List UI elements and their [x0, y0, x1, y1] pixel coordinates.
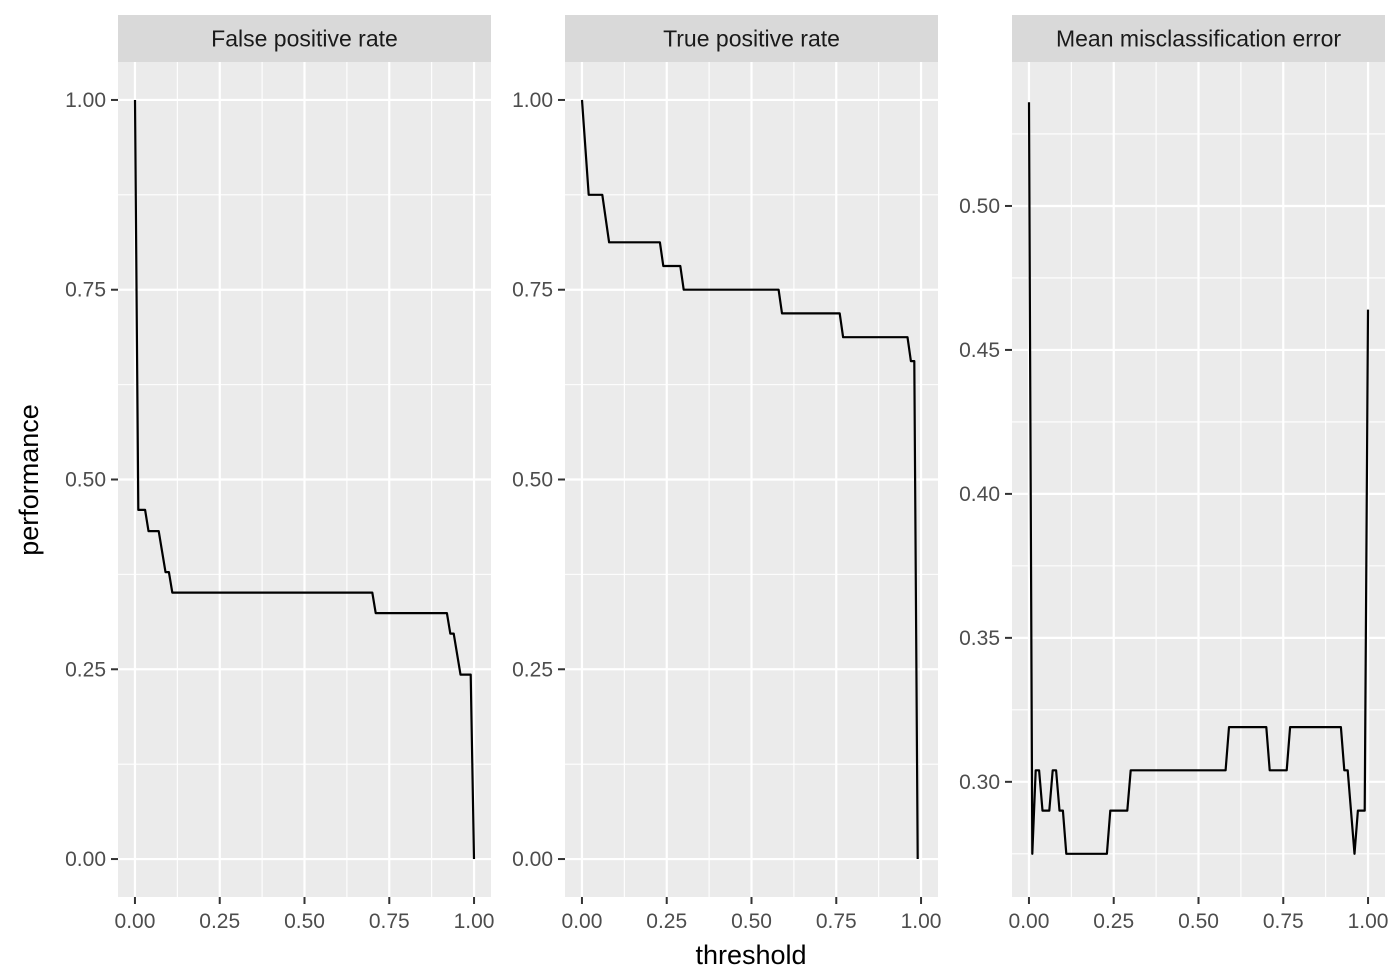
x-tick-label: 0.75 — [369, 910, 410, 933]
facet-strip — [1012, 15, 1385, 62]
y-tick-label: 0.45 — [959, 339, 1000, 362]
y-tick-label: 1.00 — [65, 89, 106, 112]
x-tick-label: 0.00 — [562, 910, 603, 933]
x-tick-label: 0.75 — [1263, 910, 1304, 933]
y-tick-label: 0.25 — [512, 658, 553, 681]
x-tick-label: 0.25 — [199, 910, 240, 933]
x-tick-label: 0.25 — [646, 910, 687, 933]
y-tick-label: 0.30 — [959, 771, 1000, 794]
y-tick-label: 0.00 — [65, 848, 106, 871]
facet-panel: Mean misclassification error 0.30 0.35 0.40… — [959, 15, 1388, 933]
facet-panel: True positive rate 0.00 0.25 0.50 0.75 1.00 0.… — [512, 15, 941, 933]
y-tick-label: 0.00 — [512, 848, 553, 871]
y-tick-label: 0.50 — [959, 195, 1000, 218]
x-tick-label: 1.00 — [1348, 910, 1389, 933]
y-tick-label: 0.50 — [65, 469, 106, 492]
x-tick-label: 0.75 — [816, 910, 857, 933]
facet-panel: False positive rate 0.00 0.25 0.50 0.75 1.00 0… — [65, 15, 494, 933]
facet-title: True positive rate — [663, 26, 840, 52]
x-tick-label: 0.50 — [1178, 910, 1219, 933]
chart-panels: False positive rate 0.00 0.25 0.50 0.75 1.00 0… — [65, 15, 1388, 933]
series-line — [133, 99, 476, 860]
x-axis-title: threshold — [695, 940, 806, 970]
x-tick-label: 0.00 — [1009, 910, 1050, 933]
y-tick-label: 0.25 — [65, 658, 106, 681]
series-line — [580, 99, 919, 860]
facet-title: False positive rate — [211, 26, 398, 52]
series-line — [1027, 102, 1370, 855]
x-tick-label: 1.00 — [901, 910, 942, 933]
y-tick-label: 0.35 — [959, 627, 1000, 650]
x-tick-label: 1.00 — [454, 910, 495, 933]
facet-title: Mean misclassification error — [1056, 26, 1341, 52]
y-axis-title: performance — [14, 404, 44, 556]
x-tick-label: 0.00 — [115, 910, 156, 933]
y-tick-label: 0.40 — [959, 483, 1000, 506]
facet-strip — [118, 15, 491, 62]
x-tick-label: 0.50 — [284, 910, 325, 933]
facet-strip — [565, 15, 938, 62]
x-tick-label: 0.50 — [731, 910, 772, 933]
y-tick-label: 1.00 — [512, 89, 553, 112]
x-tick-label: 0.25 — [1093, 910, 1134, 933]
y-tick-label: 0.75 — [65, 279, 106, 302]
y-tick-label: 0.75 — [512, 279, 553, 302]
y-tick-label: 0.50 — [512, 469, 553, 492]
